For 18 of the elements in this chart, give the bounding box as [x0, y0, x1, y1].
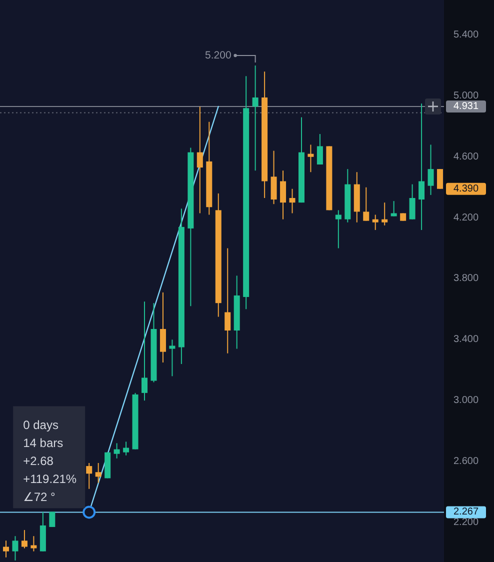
y-tick-label: 4.600 — [453, 151, 479, 162]
y-tick-label: 4.200 — [453, 212, 479, 224]
y-tick-label: 2.200 — [453, 516, 479, 528]
y-tick-label: 5.000 — [453, 90, 479, 102]
y-tick-label: 3.400 — [453, 334, 479, 346]
annotation: +119.21% — [23, 472, 77, 486]
ref-line-label: 2.267 — [453, 506, 479, 518]
annotation: 5.200 — [205, 49, 232, 62]
y-tick-label: 3.800 — [453, 273, 479, 284]
ref-line-label: 4.931 — [453, 100, 479, 112]
annotation: +2.68 — [23, 454, 54, 468]
annotation: 4.390 — [453, 183, 479, 194]
annotation: 14 bars — [23, 436, 64, 450]
y-tick-label: 2.600 — [453, 456, 479, 467]
y-tick-label: 5.400 — [453, 30, 479, 41]
y-tick-label: 3.000 — [453, 395, 479, 406]
annotation: 0 days — [23, 418, 58, 432]
annotation: ∠72 ° — [23, 490, 56, 504]
